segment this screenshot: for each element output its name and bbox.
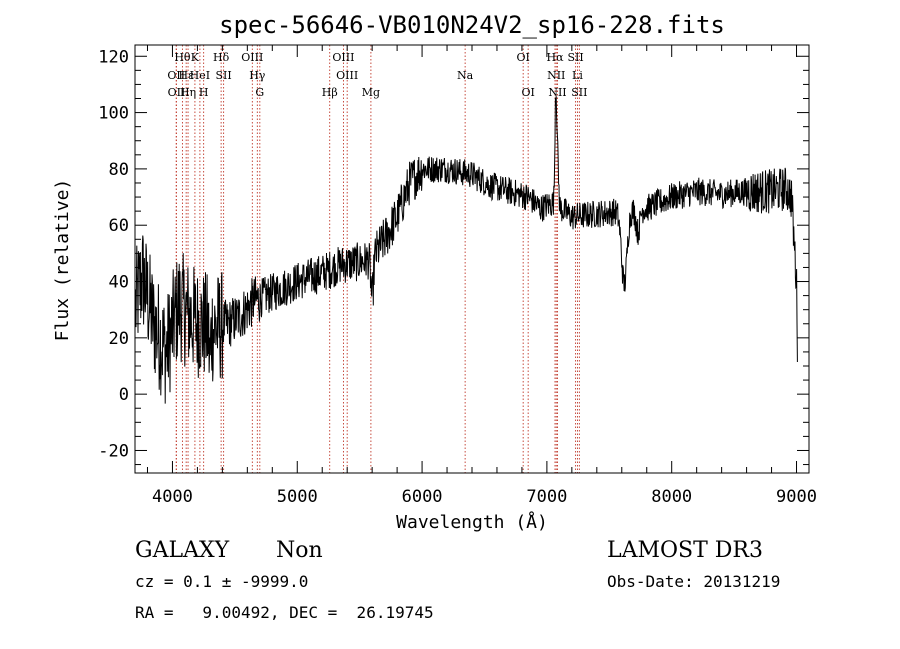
y-tick-label: 120	[98, 47, 129, 67]
line-marker-label: Hγ	[249, 69, 266, 82]
line-marker-label: Hα	[546, 51, 564, 64]
line-marker-label: OIII	[241, 51, 263, 64]
x-tick-label: 7000	[526, 487, 567, 507]
y-tick-label: 40	[109, 273, 129, 293]
y-tick-label: 0	[119, 385, 129, 405]
line-marker-label: Li	[572, 69, 583, 82]
redshift-cz: cz = 0.1 ± -9999.0	[135, 572, 309, 591]
coordinates: RA = 9.00492, DEC = 26.19745	[135, 603, 434, 622]
line-marker-label: Hθ	[174, 51, 191, 64]
object-class: GALAXY	[135, 538, 230, 563]
line-marker-label: Hε	[179, 69, 195, 82]
y-tick-label: 100	[98, 104, 129, 124]
line-marker-label: NII	[547, 69, 565, 82]
chart-title: spec-56646-VB010N24V2_sp16-228.fits	[219, 11, 725, 39]
plot-frame	[134, 44, 810, 474]
y-tick-label: 80	[109, 160, 129, 180]
survey-name: LAMOST DR3	[607, 538, 763, 563]
line-marker-label: NII	[548, 86, 566, 99]
x-tick-label: 5000	[277, 487, 318, 507]
y-tick-label: 60	[109, 216, 129, 236]
line-marker-label: OI	[521, 86, 534, 99]
line-marker-label: H	[199, 86, 209, 99]
x-tick-label: 6000	[402, 487, 443, 507]
line-marker-label: OIII	[332, 51, 354, 64]
y-axis-ticks: -20 0 20 40 60 80 100 120	[98, 47, 809, 466]
spectrum-line	[135, 96, 798, 404]
line-marker-label: Na	[457, 69, 474, 82]
line-marker-label: G	[255, 86, 264, 99]
line-marker-label: Hδ	[213, 51, 230, 64]
x-axis-label: Wavelength (Å)	[396, 511, 548, 533]
observation-date: Obs-Date: 20131219	[607, 572, 781, 591]
line-markers	[175, 45, 580, 473]
line-marker-label: OI	[516, 51, 529, 64]
y-tick-label: -20	[98, 441, 129, 461]
y-axis-label: Flux (relative)	[52, 179, 73, 342]
line-marker-label: HeI	[190, 69, 210, 82]
x-axis-ticks: 4000 5000 6000 7000 8000 9000	[146, 45, 817, 507]
line-marker-label: Hη	[180, 86, 196, 99]
line-marker-label: SII	[567, 51, 583, 64]
x-tick-label: 4000	[152, 487, 193, 507]
line-marker-label: SII	[216, 69, 232, 82]
line-marker-labels: OII OII Hθ Hε Hη K HeI H Hδ SII OIII Hγ G Hβ OIII OIII M…	[167, 51, 587, 99]
x-tick-label: 8000	[651, 487, 692, 507]
object-subclass: Non	[276, 538, 323, 563]
line-marker-label: Hβ	[322, 86, 338, 99]
x-tick-label: 9000	[776, 487, 817, 507]
line-marker-label: OIII	[336, 69, 358, 82]
line-marker-label: SII	[571, 86, 587, 99]
line-marker-label: Mg	[362, 86, 380, 99]
line-marker-label: OII	[168, 86, 186, 99]
y-tick-label: 20	[109, 329, 129, 349]
line-marker-label: K	[191, 51, 200, 64]
line-marker-label: OII	[167, 69, 185, 82]
